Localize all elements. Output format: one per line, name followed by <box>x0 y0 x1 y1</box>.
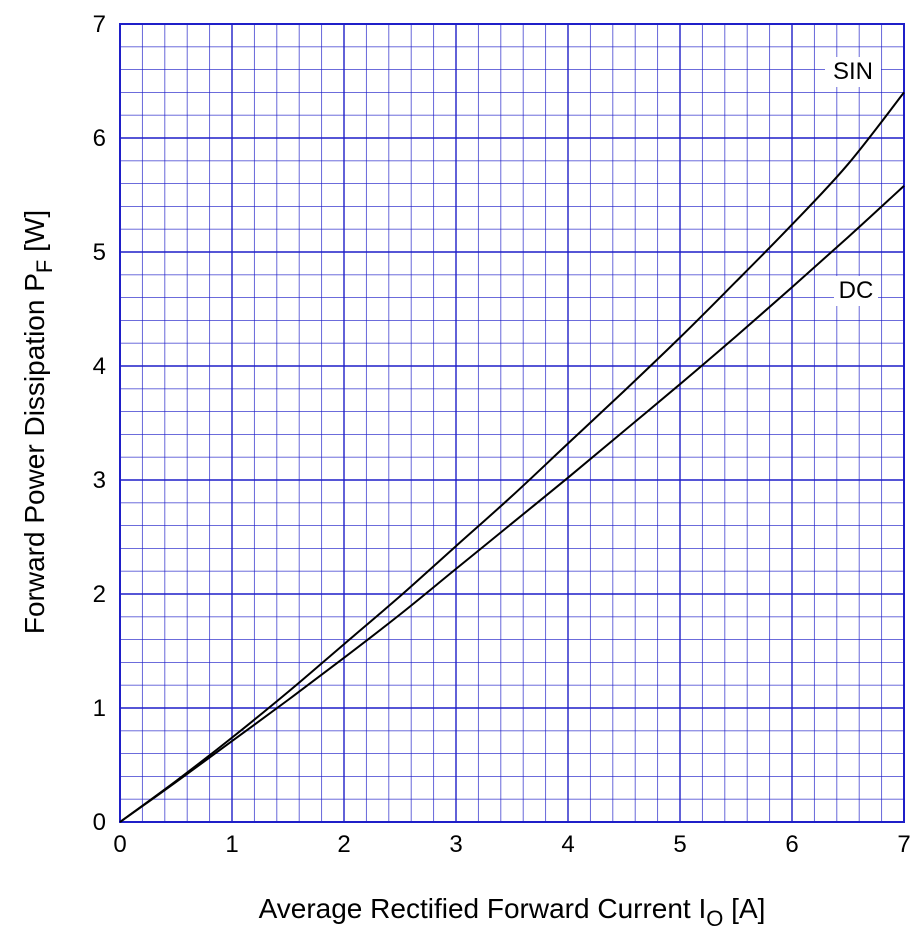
x-tick-label: 0 <box>113 831 126 858</box>
y-tick-label: 1 <box>93 695 106 722</box>
y-tick-label: 3 <box>93 467 106 494</box>
y-tick-labels: 0 1 2 3 4 5 6 7 <box>93 11 106 836</box>
series-label-background <box>825 57 881 87</box>
y-tick-label: 7 <box>93 11 106 38</box>
y-tick-label: 4 <box>93 353 106 380</box>
x-tick-label: 4 <box>561 831 574 858</box>
y-tick-label: 5 <box>93 239 106 266</box>
y-axis-label: Forward Power Dissipation PF [W] <box>19 210 57 634</box>
minor-grid <box>120 24 904 822</box>
x-tick-labels: 0 1 2 3 4 5 6 7 <box>113 831 910 858</box>
major-grid <box>119 23 905 823</box>
series-line-dc <box>119 185 905 823</box>
series-labels: SIN DC <box>825 57 881 306</box>
x-axis-label: Average Rectified Forward Current IO [A] <box>259 893 766 931</box>
series-line-sin <box>119 91 905 823</box>
x-tick-label: 7 <box>897 831 910 858</box>
series-label-background <box>834 276 878 306</box>
series-label-dc: DC <box>839 277 874 304</box>
y-tick-label: 2 <box>93 581 106 608</box>
series-label-sin: SIN <box>833 58 873 85</box>
plot-frame <box>119 23 905 823</box>
curves <box>119 91 905 823</box>
x-tick-label: 1 <box>225 831 238 858</box>
x-tick-label: 2 <box>337 831 350 858</box>
x-tick-label: 6 <box>785 831 798 858</box>
y-tick-label: 6 <box>93 125 106 152</box>
x-tick-label: 3 <box>449 831 462 858</box>
x-tick-label: 5 <box>673 831 686 858</box>
y-tick-label: 0 <box>93 809 106 836</box>
